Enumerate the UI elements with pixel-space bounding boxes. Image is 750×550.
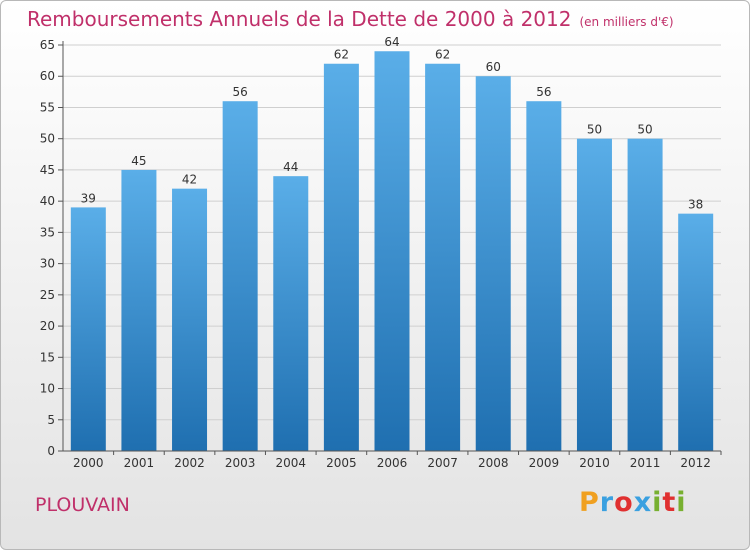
y-tick-label: 0 [47,444,55,458]
y-tick-label: 5 [47,413,55,427]
x-tick-label: 2010 [579,456,610,470]
x-tick-label: 2011 [630,456,661,470]
bar-2010[interactable] [576,138,612,451]
bar-2001[interactable] [121,169,157,451]
x-tick-label: 2003 [225,456,256,470]
x-tick-label: 2012 [680,456,711,470]
bar-value-label: 45 [131,154,146,168]
logo-letter: x [633,487,653,518]
proxiti-logo[interactable]: Proxiti [579,487,687,518]
chart-title: Remboursements Annuels de la Dette de 20… [27,7,674,31]
bar-value-label: 60 [486,60,501,74]
x-tick-label: 2008 [478,456,509,470]
bar-2006[interactable] [374,51,410,451]
bar-value-label: 64 [384,35,399,49]
x-tick-label: 2009 [529,456,560,470]
x-tick-label: 2000 [73,456,104,470]
y-tick-label: 60 [40,69,55,83]
logo-letter: P [579,487,600,518]
y-tick-label: 25 [40,288,55,302]
commune-name: PLOUVAIN [35,494,130,516]
bars [70,51,714,451]
x-tick-label: 2006 [377,456,408,470]
labels: 0 5 10 15 20 25 30 35 40 45 50 55 60 65 39 2000 45 2001 42… [40,35,711,470]
y-tick-label: 45 [40,163,55,177]
x-tick-label: 2002 [174,456,205,470]
axes [58,41,722,455]
bar-value-label: 44 [283,160,298,174]
bar-2004[interactable] [273,176,309,451]
bar-2012[interactable] [678,213,714,451]
bar-2003[interactable] [222,101,258,451]
bar-value-label: 42 [182,173,197,187]
bar-value-label: 56 [536,85,551,99]
y-tick-label: 30 [40,257,55,271]
bar-value-label: 50 [637,123,652,137]
x-tick-label: 2005 [326,456,357,470]
x-tick-label: 2004 [275,456,306,470]
bar-2005[interactable] [323,63,359,451]
x-tick-label: 2007 [427,456,458,470]
bar-value-label: 50 [587,123,602,137]
bar-2007[interactable] [425,63,461,451]
y-tick-label: 55 [40,100,55,114]
y-tick-label: 50 [40,132,55,146]
bar-2008[interactable] [475,76,511,451]
y-tick-label: 65 [40,38,55,52]
bar-2002[interactable] [172,188,208,451]
logo-letter: i [652,487,663,518]
y-tick-label: 20 [40,319,55,333]
bar-value-label: 56 [233,85,248,99]
y-tick-label: 15 [40,350,55,364]
logo-letter: i [676,487,687,518]
bar-2011[interactable] [627,138,663,451]
bar-value-label: 38 [688,198,703,212]
logo-letter: t [662,487,677,518]
y-tick-label: 40 [40,194,55,208]
chart-title-text: Remboursements Annuels de la Dette de 20… [27,7,572,31]
y-tick-label: 35 [40,225,55,239]
bar-value-label: 39 [81,191,96,205]
chart-unit: (en milliers d'€) [579,15,674,29]
logo-letter: r [599,487,615,518]
bar-value-label: 62 [435,48,450,62]
x-tick-label: 2001 [124,456,155,470]
logo-letter: o [614,487,634,518]
bar-value-label: 62 [334,48,349,62]
bar-2000[interactable] [70,207,106,451]
y-tick-label: 10 [40,382,55,396]
bar-2009[interactable] [526,101,562,451]
